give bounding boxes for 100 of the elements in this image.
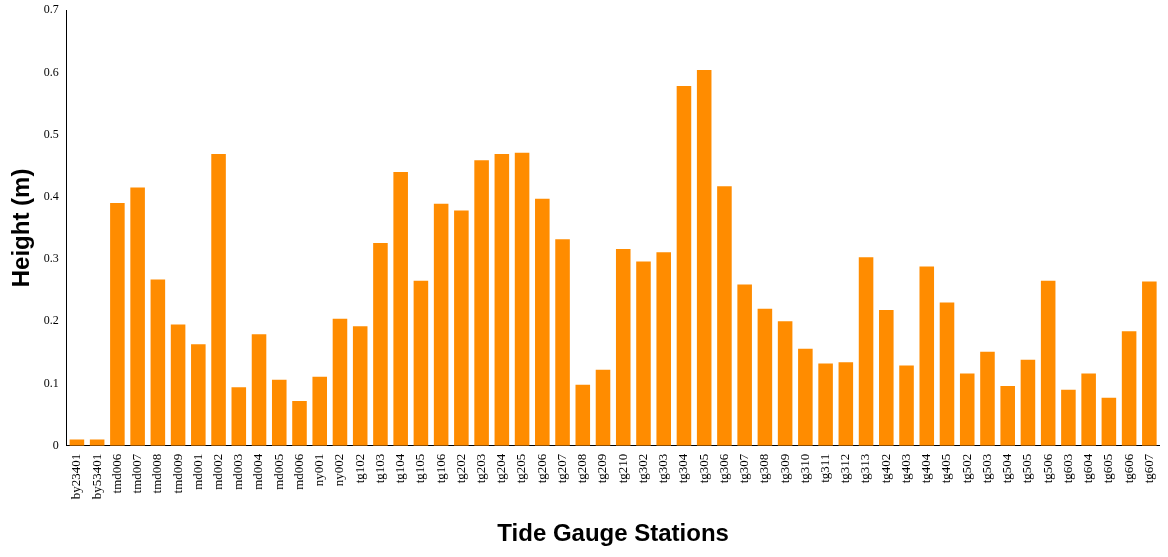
x-tick-label: md006: [290, 453, 306, 490]
x-tick-label: tg202: [452, 453, 468, 484]
x-tick-label: tg204: [493, 453, 509, 484]
bar: [858, 257, 874, 446]
bar: [1081, 373, 1096, 446]
x-tick-label: tg207: [553, 453, 569, 484]
x-tick-label: tg503: [978, 453, 994, 484]
bar: [696, 69, 712, 446]
bar: [595, 369, 611, 446]
bar: [959, 373, 975, 446]
x-tick-label: tg312: [837, 453, 853, 484]
bar: [757, 308, 773, 446]
bar: [514, 152, 530, 446]
x-tick-label: tg102: [351, 453, 367, 484]
bar: [899, 365, 914, 446]
bar: [332, 318, 348, 446]
bar: [879, 310, 894, 446]
bar: [575, 384, 591, 446]
x-tick-label: tg504: [999, 453, 1015, 484]
x-tick-label: ny002: [331, 453, 347, 487]
bar: [150, 279, 166, 446]
x-axis-title: Tide Gauge Stations: [497, 519, 729, 547]
bar: [919, 266, 935, 446]
x-tick-label: tg305: [695, 453, 711, 484]
bar: [737, 284, 752, 446]
bar: [1101, 397, 1117, 446]
bar: [271, 379, 287, 446]
x-tick-label: tmd007: [129, 453, 145, 494]
bar: [1000, 385, 1015, 446]
x-tick-label: tg103: [371, 453, 387, 484]
bar: [636, 261, 651, 446]
y-axis-title: Height (m): [7, 168, 35, 288]
x-tick-label: tg604: [1080, 453, 1096, 484]
x-tick-label: md002: [209, 453, 225, 490]
x-tick-label: md005: [270, 453, 286, 490]
bar: [352, 326, 368, 446]
y-tick-label: 0.1: [43, 375, 59, 390]
x-tick-label: tg210: [614, 453, 630, 484]
x-tick-label: tmd008: [149, 453, 165, 494]
bar: [312, 376, 328, 446]
bar: [818, 363, 833, 446]
bar: [170, 324, 186, 446]
x-tick-label: tg603: [1059, 453, 1075, 484]
x-tick-label: tg308: [756, 453, 772, 484]
y-tick-label: 0.5: [43, 126, 59, 141]
bar: [454, 210, 469, 446]
y-tick-label: 0.6: [43, 64, 59, 79]
y-tick-label: 0: [52, 437, 59, 452]
x-tick-label: ny001: [311, 453, 327, 487]
bar: [1040, 280, 1056, 446]
x-tick-label: tg404: [918, 453, 934, 484]
bar: [777, 321, 793, 446]
bar: [69, 439, 85, 446]
bar: [191, 344, 206, 446]
x-tick-label: tmd009: [169, 453, 185, 494]
bar: [615, 249, 631, 446]
x-tick-label: tg505: [1019, 453, 1035, 484]
x-tick-label: tg310: [796, 453, 812, 484]
bar: [211, 153, 226, 446]
bar: [555, 239, 570, 446]
y-tick-label: 0.3: [43, 251, 59, 266]
x-tick-label: tg303: [655, 453, 671, 484]
x-tick-label: tg208: [574, 453, 590, 484]
x-tick-label: tg209: [594, 453, 610, 484]
x-tick-label: tmd006: [108, 453, 124, 494]
x-tick-label: tg311: [817, 453, 833, 483]
bar: [939, 302, 955, 446]
bar: [798, 348, 813, 446]
x-tick-label: md001: [189, 453, 205, 490]
x-tick-label: tg205: [513, 453, 529, 484]
bar: [494, 153, 510, 446]
x-tick-label: tg309: [776, 453, 792, 484]
x-tick-label: md004: [250, 453, 266, 490]
bar: [535, 198, 550, 446]
x-tick-label: tg105: [412, 453, 428, 484]
x-tick-label: tg304: [675, 453, 691, 484]
bar: [1020, 359, 1036, 446]
bar: [251, 334, 267, 446]
x-tick-label: tg402: [877, 453, 893, 484]
bar: [231, 387, 247, 446]
x-tick-label: tg306: [715, 453, 731, 484]
bar: [433, 203, 449, 446]
x-tick-label: tg605: [1100, 453, 1116, 484]
x-tick-label: tg307: [736, 453, 752, 484]
x-tick-label: tg405: [938, 453, 954, 484]
bar: [373, 242, 388, 446]
x-tick-label: by53401: [88, 453, 104, 500]
y-tick-label: 0.4: [43, 189, 59, 203]
x-tick-label: tg607: [1140, 453, 1156, 484]
x-tick-label: tg506: [1039, 453, 1055, 484]
y-tick-label: 0.2: [43, 313, 59, 328]
x-tick-label: tg203: [473, 453, 489, 484]
bar: [130, 187, 145, 446]
x-tick-label: tg313: [857, 453, 873, 484]
bar: [980, 351, 995, 446]
bar: [717, 186, 732, 446]
bar: [413, 280, 429, 446]
x-tick-label: tg104: [392, 453, 408, 484]
x-tick-label: tg403: [897, 453, 913, 484]
bar: [1061, 389, 1076, 446]
